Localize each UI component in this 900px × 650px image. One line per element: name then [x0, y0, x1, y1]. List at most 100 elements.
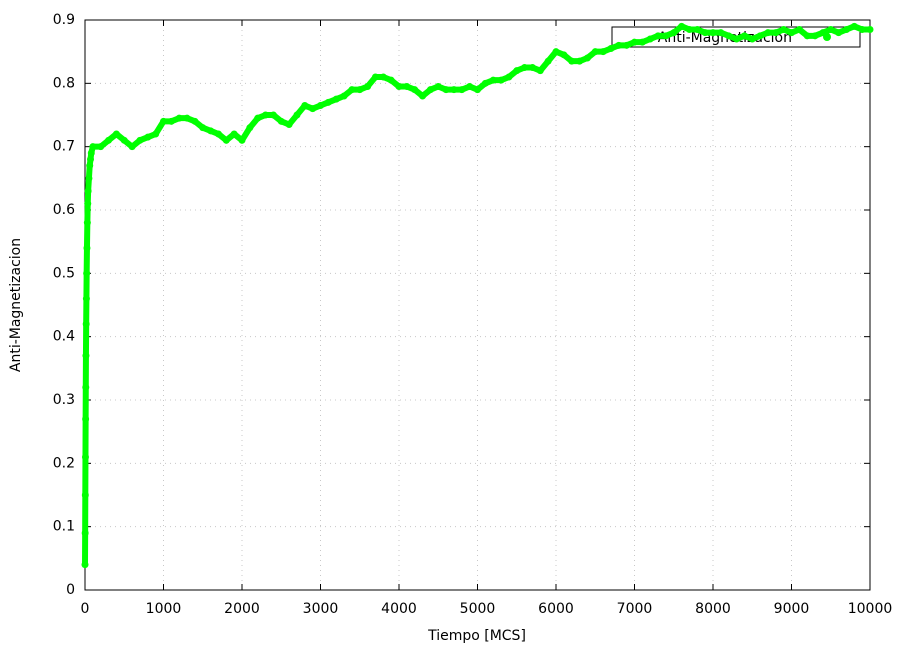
data-point: [489, 76, 497, 84]
data-point: [238, 136, 246, 144]
y-tick-label: 0.8: [53, 75, 75, 91]
data-point: [89, 143, 97, 151]
data-point: [607, 45, 615, 52]
data-point: [246, 124, 254, 132]
x-tick-label: 10000: [848, 601, 893, 617]
data-point: [552, 48, 560, 56]
data-point: [371, 73, 379, 81]
data-point: [803, 32, 811, 40]
data-point: [83, 244, 91, 252]
data-point: [105, 136, 113, 144]
data-point: [82, 320, 90, 328]
data-point: [301, 102, 309, 109]
data-point: [654, 32, 662, 40]
data-trace: [82, 23, 870, 565]
data-point: [426, 86, 434, 94]
y-tick-label: 0.5: [53, 265, 75, 281]
data-point: [544, 57, 552, 65]
data-point: [568, 57, 576, 65]
data-point: [764, 29, 772, 37]
data-point: [199, 124, 207, 132]
data-point: [332, 95, 340, 103]
data-point: [740, 32, 748, 40]
data-point: [560, 51, 568, 59]
data-point: [112, 130, 120, 138]
data-point: [82, 383, 90, 391]
data-point: [725, 32, 733, 40]
data-point: [646, 35, 654, 43]
data-point: [521, 64, 529, 71]
data-point: [230, 130, 238, 138]
data-point: [811, 32, 819, 40]
data-point: [411, 86, 419, 94]
data-point: [348, 86, 356, 94]
data-point: [827, 26, 835, 33]
data-point: [81, 453, 89, 461]
data-point: [340, 92, 348, 100]
data-point: [434, 83, 442, 90]
data-point: [85, 174, 93, 182]
x-tick-label: 4000: [381, 601, 417, 617]
x-axis-label: Tiempo [MCS]: [427, 628, 526, 644]
data-point: [576, 57, 584, 65]
x-tick-label: 5000: [460, 601, 496, 617]
data-point: [513, 67, 521, 75]
data-point: [788, 29, 795, 37]
data-point: [277, 117, 285, 125]
data-point: [214, 130, 222, 138]
data-point: [83, 219, 91, 227]
data-point: [623, 41, 631, 49]
data-point: [83, 269, 91, 277]
data-point: [222, 136, 230, 144]
y-tick-label: 0.1: [53, 519, 75, 535]
data-point: [528, 64, 536, 71]
x-tick-label: 2000: [224, 601, 260, 617]
data-point: [693, 26, 701, 33]
data-point: [450, 86, 458, 94]
data-point: [120, 136, 128, 144]
data-point: [81, 529, 89, 537]
data-point: [858, 26, 866, 33]
data-point: [403, 83, 411, 90]
data-point: [670, 29, 678, 37]
y-tick-label: 0.2: [53, 455, 75, 471]
x-tick-label: 8000: [695, 601, 731, 617]
data-point: [262, 111, 270, 119]
x-tick-label: 0: [81, 601, 90, 617]
data-point: [717, 29, 725, 37]
data-point: [442, 86, 450, 94]
data-point: [536, 67, 544, 75]
data-point: [167, 117, 175, 125]
data-point: [183, 114, 191, 122]
data-point: [84, 200, 92, 208]
y-tick-label: 0: [66, 582, 75, 598]
x-tick-label: 3000: [303, 601, 339, 617]
data-point: [599, 48, 607, 56]
data-point: [780, 26, 788, 33]
data-point: [795, 26, 803, 33]
data-point: [356, 86, 364, 94]
data-point: [128, 143, 136, 151]
y-tick-label: 0.6: [53, 202, 75, 218]
data-point: [866, 26, 874, 33]
data-point: [709, 29, 717, 37]
data-point: [97, 143, 105, 151]
y-tick-label: 0.9: [53, 12, 75, 28]
x-tick-label: 6000: [538, 601, 574, 617]
data-point: [82, 295, 90, 303]
data-point: [81, 491, 89, 499]
y-axis-label: Anti-Magnetizacion: [8, 238, 24, 372]
data-point: [505, 73, 513, 81]
data-point: [748, 35, 756, 43]
data-point: [136, 136, 144, 144]
data-point: [207, 127, 215, 135]
data-point: [379, 73, 387, 81]
data-point: [835, 29, 843, 37]
data-point: [772, 29, 780, 37]
data-point: [82, 415, 90, 423]
data-point: [638, 38, 646, 46]
data-point: [474, 86, 481, 94]
data-point: [364, 83, 372, 90]
y-tick-label: 0.4: [53, 329, 75, 345]
data-point: [191, 117, 199, 125]
